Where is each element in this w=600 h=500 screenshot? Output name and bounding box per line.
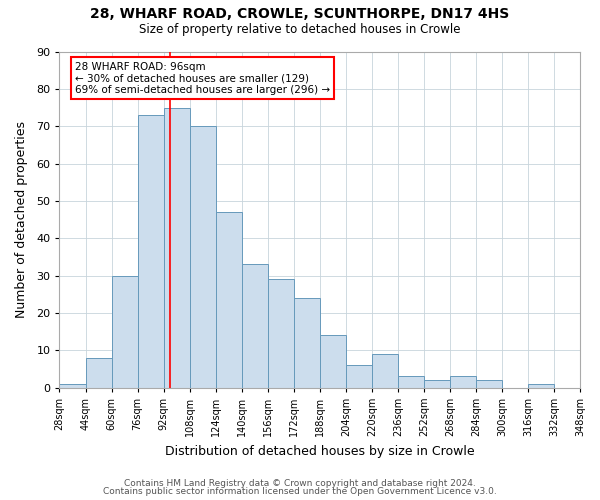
Y-axis label: Number of detached properties: Number of detached properties: [15, 121, 28, 318]
Bar: [424, 380, 450, 388]
Bar: [320, 336, 346, 388]
Bar: [346, 365, 372, 388]
Bar: [528, 384, 554, 388]
Bar: [476, 380, 502, 388]
Bar: [242, 264, 268, 388]
Bar: [86, 358, 112, 388]
Bar: [59, 384, 86, 388]
Bar: [215, 212, 242, 388]
Bar: [372, 354, 398, 388]
Text: Contains HM Land Registry data © Crown copyright and database right 2024.: Contains HM Land Registry data © Crown c…: [124, 478, 476, 488]
Text: 28 WHARF ROAD: 96sqm
← 30% of detached houses are smaller (129)
69% of semi-deta: 28 WHARF ROAD: 96sqm ← 30% of detached h…: [75, 62, 330, 95]
Bar: [398, 376, 424, 388]
Bar: [137, 115, 164, 388]
Bar: [164, 108, 190, 388]
Bar: [450, 376, 476, 388]
Text: 28, WHARF ROAD, CROWLE, SCUNTHORPE, DN17 4HS: 28, WHARF ROAD, CROWLE, SCUNTHORPE, DN17…: [91, 8, 509, 22]
Bar: [268, 280, 294, 388]
Bar: [294, 298, 320, 388]
Text: Contains public sector information licensed under the Open Government Licence v3: Contains public sector information licen…: [103, 487, 497, 496]
Bar: [190, 126, 215, 388]
X-axis label: Distribution of detached houses by size in Crowle: Distribution of detached houses by size …: [165, 444, 475, 458]
Text: Size of property relative to detached houses in Crowle: Size of property relative to detached ho…: [139, 22, 461, 36]
Bar: [112, 276, 137, 388]
